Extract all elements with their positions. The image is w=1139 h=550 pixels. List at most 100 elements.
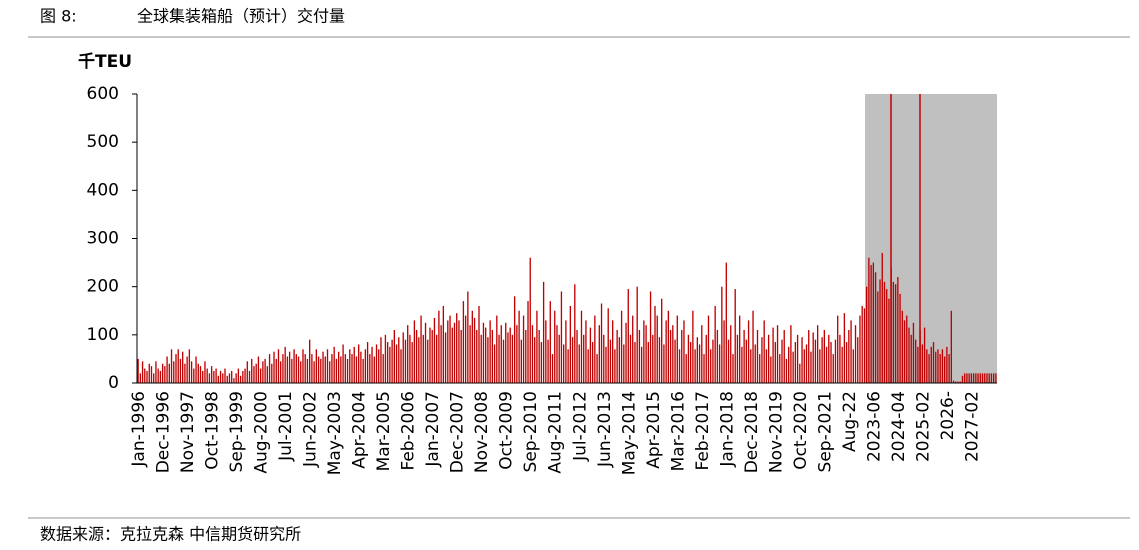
bar — [409, 334, 411, 383]
bar — [502, 339, 505, 383]
bar — [692, 310, 694, 383]
bar — [678, 349, 681, 383]
bar — [803, 349, 805, 383]
y-tick-label: 100 — [87, 325, 119, 345]
y-tick-label: 300 — [87, 229, 119, 249]
bar — [516, 325, 518, 383]
bar — [705, 334, 707, 383]
bar — [816, 325, 819, 383]
bar — [407, 325, 409, 383]
bar — [756, 330, 759, 383]
y-axis-label: 千TEU — [78, 52, 132, 72]
bar — [500, 325, 502, 383]
bar — [206, 368, 208, 383]
bar — [360, 351, 362, 383]
bar — [233, 378, 235, 383]
bar — [600, 303, 603, 383]
bar — [291, 358, 293, 383]
bar — [173, 361, 175, 383]
bar — [175, 354, 177, 383]
bar — [150, 366, 153, 383]
x-tick-label: Jan-1996 — [129, 391, 149, 468]
bar — [208, 373, 211, 383]
bar — [901, 310, 903, 383]
bar — [255, 363, 257, 383]
bar — [244, 368, 246, 383]
x-tick-label: Aug-22 — [840, 391, 860, 452]
bar — [834, 339, 837, 383]
bar — [513, 296, 516, 383]
x-tick-label: Sep-1999 — [227, 391, 247, 472]
bar — [389, 346, 391, 383]
bar — [652, 334, 654, 383]
bar — [634, 342, 636, 383]
bar — [331, 354, 333, 383]
bar — [790, 325, 792, 383]
bar — [391, 339, 393, 383]
x-tick-label: Apr-2015 — [644, 391, 664, 469]
bar — [280, 361, 282, 383]
y-tick-label: 400 — [87, 180, 119, 200]
bar — [919, 330, 921, 383]
bar — [928, 354, 930, 383]
bar — [832, 354, 834, 383]
bar — [821, 337, 823, 383]
bar — [861, 305, 863, 383]
bar — [288, 351, 291, 383]
bar — [144, 368, 146, 383]
bar — [179, 358, 182, 383]
bar — [302, 349, 304, 383]
bar — [594, 315, 596, 383]
bar — [707, 315, 710, 383]
bar — [852, 349, 854, 383]
bar — [435, 334, 438, 383]
bar — [984, 373, 986, 383]
bar — [776, 325, 779, 383]
bar — [304, 354, 306, 383]
bar — [785, 358, 788, 383]
bar — [850, 320, 852, 383]
x-tick-label: Mar-2016 — [668, 391, 688, 471]
bar — [224, 368, 226, 383]
bar — [507, 332, 509, 383]
bar — [453, 322, 456, 383]
bar — [313, 361, 315, 383]
bar — [271, 363, 273, 383]
bar — [337, 351, 340, 383]
bar — [883, 281, 886, 383]
bar — [828, 334, 830, 383]
figure-label: 图 8: — [40, 7, 77, 26]
bar — [569, 305, 572, 383]
bar — [968, 373, 970, 383]
x-tick-label: Oct-2009 — [497, 391, 517, 470]
bar — [665, 320, 667, 383]
bar — [560, 291, 563, 383]
bar — [843, 313, 846, 383]
bar — [275, 358, 277, 383]
bar — [955, 381, 957, 383]
bar — [794, 342, 797, 383]
bar — [629, 334, 632, 383]
bar — [565, 320, 567, 383]
bar — [188, 349, 191, 383]
x-tick-label: Jul-2001 — [276, 391, 296, 462]
bar — [618, 337, 621, 383]
bar — [246, 361, 248, 383]
bar — [995, 373, 997, 383]
bar — [957, 381, 959, 383]
bar — [718, 344, 721, 383]
bar — [961, 375, 964, 383]
bar — [772, 327, 774, 383]
bar — [714, 305, 716, 383]
bar — [725, 262, 727, 383]
bar — [384, 334, 387, 383]
bar — [213, 370, 215, 383]
bar — [654, 305, 656, 383]
bar — [781, 339, 783, 383]
bar — [943, 356, 946, 383]
bar — [754, 344, 756, 383]
bar — [636, 286, 638, 383]
bar — [614, 349, 616, 383]
bar — [239, 375, 242, 383]
bar — [217, 375, 219, 383]
